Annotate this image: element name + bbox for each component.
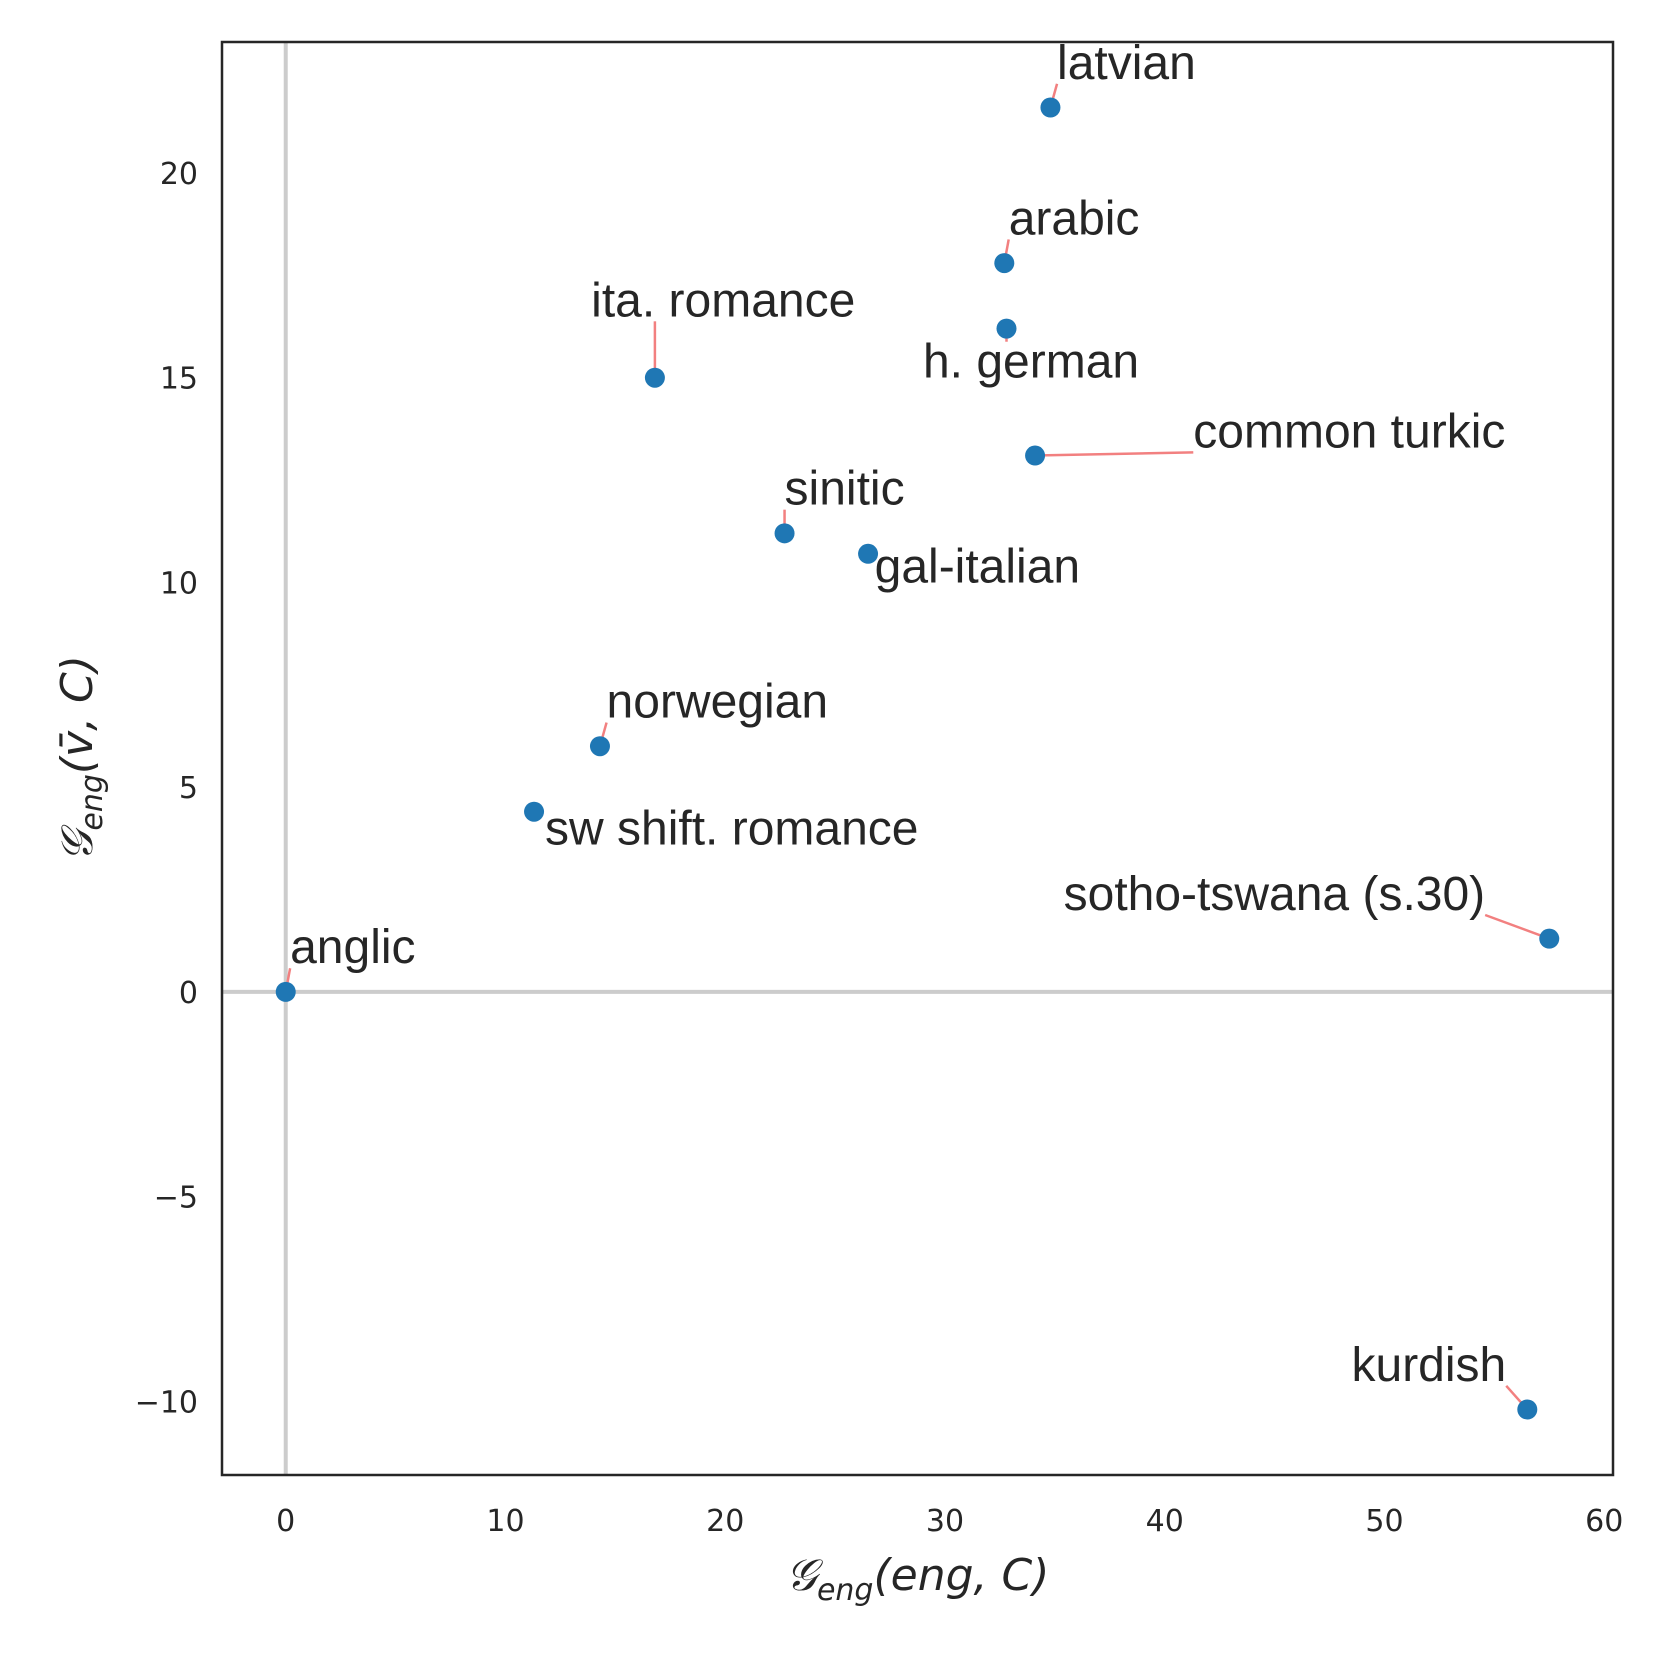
point-labels: latvian arabic ita. romance h. german common… bbox=[290, 37, 1506, 1392]
point-label: common turkic bbox=[1193, 405, 1505, 458]
data-point bbox=[524, 801, 545, 822]
y-axis-label: 𝒢eng(v̄, C) bbox=[52, 655, 110, 862]
point-label: latvian bbox=[1057, 37, 1196, 90]
y-tick-label: −5 bbox=[154, 1181, 198, 1216]
y-tick-label: −10 bbox=[135, 1385, 198, 1420]
point-label: sotho-tswana (s.30) bbox=[1064, 868, 1486, 921]
plot-frame bbox=[220, 40, 1615, 1477]
x-tick-label: 50 bbox=[1365, 1504, 1403, 1539]
y-axis-label-args: (v̄, C) bbox=[52, 655, 103, 774]
leader-line bbox=[1484, 913, 1550, 940]
point-label: sw shift. romance bbox=[545, 802, 918, 855]
x-axis-ticks: 0 10 20 30 40 50 60 bbox=[276, 1504, 1623, 1539]
x-tick-label: 40 bbox=[1146, 1504, 1184, 1539]
x-tick-label: 0 bbox=[276, 1504, 295, 1539]
data-point bbox=[589, 736, 610, 757]
x-axis-label-subscript: eng bbox=[817, 1573, 874, 1608]
point-label: h. german bbox=[923, 336, 1139, 389]
data-point bbox=[858, 543, 879, 564]
x-tick-label: 60 bbox=[1585, 1504, 1623, 1539]
data-point bbox=[1040, 97, 1061, 118]
data-points bbox=[275, 97, 1560, 1420]
data-point bbox=[774, 523, 795, 544]
y-tick-label: 10 bbox=[160, 566, 198, 601]
y-tick-label: 5 bbox=[179, 771, 198, 806]
leader-lines bbox=[284, 83, 1550, 1411]
data-point bbox=[644, 367, 665, 388]
data-point bbox=[1517, 1399, 1538, 1420]
data-point bbox=[1539, 928, 1560, 949]
reference-lines bbox=[222, 42, 1613, 1475]
x-axis-label: 𝒢eng(eng, C) bbox=[786, 1550, 1050, 1608]
x-tick-label: 30 bbox=[926, 1504, 964, 1539]
y-axis-label-subscript: eng bbox=[75, 774, 110, 831]
data-point bbox=[994, 253, 1015, 274]
point-label: anglic bbox=[290, 921, 415, 974]
leader-line bbox=[1035, 451, 1194, 457]
y-tick-label: 0 bbox=[179, 976, 198, 1011]
point-label: sinitic bbox=[785, 463, 905, 516]
point-label: norwegian bbox=[607, 676, 828, 729]
point-label: arabic bbox=[1009, 192, 1140, 245]
y-axis-ticks: −10 −5 0 5 10 15 20 bbox=[135, 157, 198, 1420]
x-axis-label-args: (eng, C) bbox=[873, 1550, 1049, 1601]
data-point bbox=[996, 318, 1017, 339]
data-point bbox=[1025, 445, 1046, 466]
point-label: gal-italian bbox=[875, 540, 1080, 593]
y-tick-label: 15 bbox=[160, 362, 198, 397]
point-label: ita. romance bbox=[591, 274, 855, 327]
point-label: kurdish bbox=[1352, 1339, 1507, 1392]
x-tick-label: 20 bbox=[706, 1504, 744, 1539]
x-tick-label: 10 bbox=[486, 1504, 524, 1539]
y-tick-label: 20 bbox=[160, 157, 198, 192]
data-point bbox=[275, 981, 296, 1002]
